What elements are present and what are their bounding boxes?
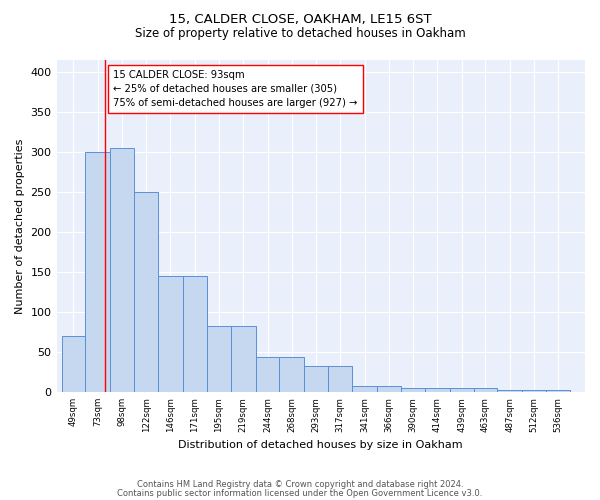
Bar xyxy=(377,386,401,392)
Bar xyxy=(523,390,546,392)
Bar xyxy=(449,388,473,392)
Bar xyxy=(497,390,523,392)
Bar xyxy=(231,326,256,392)
Bar xyxy=(304,366,328,392)
Text: Contains HM Land Registry data © Crown copyright and database right 2024.: Contains HM Land Registry data © Crown c… xyxy=(137,480,463,489)
Bar xyxy=(158,276,183,392)
Bar xyxy=(473,388,497,392)
Text: 15, CALDER CLOSE, OAKHAM, LE15 6ST: 15, CALDER CLOSE, OAKHAM, LE15 6ST xyxy=(169,12,431,26)
Bar xyxy=(110,148,134,392)
Text: 15 CALDER CLOSE: 93sqm
← 25% of detached houses are smaller (305)
75% of semi-de: 15 CALDER CLOSE: 93sqm ← 25% of detached… xyxy=(113,70,358,108)
X-axis label: Distribution of detached houses by size in Oakham: Distribution of detached houses by size … xyxy=(178,440,463,450)
Text: Size of property relative to detached houses in Oakham: Size of property relative to detached ho… xyxy=(134,28,466,40)
Bar xyxy=(62,336,85,392)
Y-axis label: Number of detached properties: Number of detached properties xyxy=(15,138,25,314)
Bar xyxy=(256,356,280,392)
Bar xyxy=(328,366,352,392)
Bar xyxy=(183,276,207,392)
Bar xyxy=(207,326,231,392)
Bar xyxy=(401,388,425,392)
Bar xyxy=(85,152,110,392)
Bar xyxy=(546,390,570,392)
Bar xyxy=(280,356,304,392)
Bar xyxy=(425,388,449,392)
Text: Contains public sector information licensed under the Open Government Licence v3: Contains public sector information licen… xyxy=(118,488,482,498)
Bar xyxy=(134,192,158,392)
Bar xyxy=(352,386,377,392)
